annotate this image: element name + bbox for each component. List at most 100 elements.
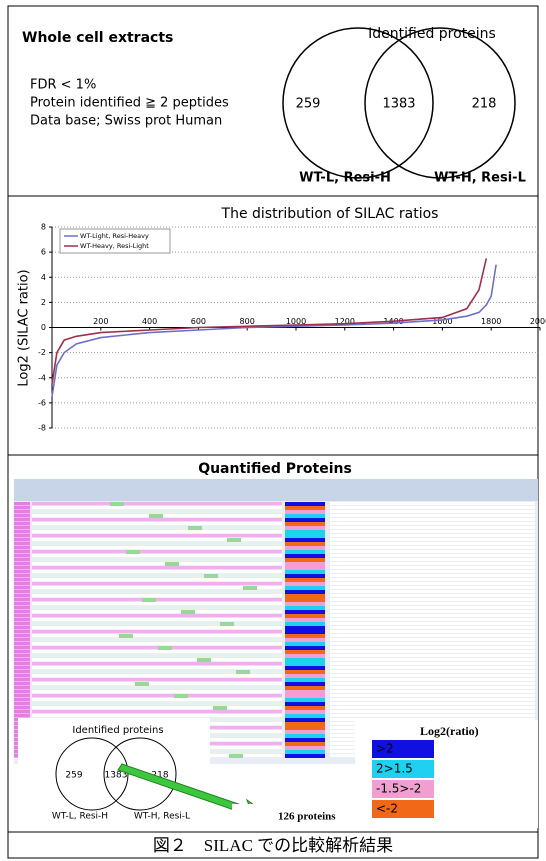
- line-chart: -8-6-4-202468200400600800100012001400160…: [38, 223, 546, 433]
- sheet-row: [14, 514, 30, 518]
- heat-cell: [285, 534, 325, 538]
- venn-count: 259: [65, 771, 82, 781]
- sheet-row: [32, 642, 282, 645]
- heat-cell: [285, 726, 325, 730]
- sheet-row: [32, 618, 282, 621]
- sheet-row: [32, 574, 282, 577]
- sheet-cell: [227, 538, 241, 542]
- sheet-row: [330, 638, 535, 641]
- chart-title: The distribution of SILAC ratios: [221, 206, 439, 222]
- sheet-row: [32, 682, 282, 685]
- sheet-row: [330, 602, 535, 605]
- y-tick-label: 8: [41, 223, 46, 232]
- sheet-row: [14, 686, 30, 690]
- heat-cell: [285, 538, 325, 542]
- legend-label: WT-Light, Resi-Heavy: [80, 232, 149, 240]
- sheet-row: [32, 502, 282, 505]
- x-tick-label: 2000: [530, 317, 546, 326]
- sheet-row: [32, 662, 282, 665]
- sheet-row: [32, 686, 282, 689]
- sheet-row: [330, 630, 535, 633]
- sheet-row: [330, 582, 535, 585]
- sheet-row: [330, 506, 535, 509]
- sheet-row: [32, 666, 282, 669]
- sheet-row: [32, 526, 282, 529]
- spreadsheet-title: Quantified Proteins: [198, 461, 352, 477]
- sheet-row: [32, 706, 282, 709]
- sheet-row: [32, 578, 282, 581]
- sheet-row: [330, 674, 535, 677]
- heat-cell: [285, 622, 325, 626]
- legend-label: <-2: [376, 802, 398, 816]
- venn-label: WT-H, Resi-L: [434, 171, 526, 186]
- sheet-row: [330, 706, 535, 709]
- sheet-row: [14, 570, 30, 574]
- sheet-row: [32, 650, 282, 653]
- sheet-row: [32, 510, 282, 513]
- sheet-row: [330, 686, 535, 689]
- sheet-cell: [142, 598, 156, 602]
- sheet-row: [14, 550, 30, 554]
- sheet-row: [32, 590, 282, 593]
- heat-cell: [285, 710, 325, 714]
- sheet-row: [330, 586, 535, 589]
- sheet-cell: [181, 610, 195, 614]
- sheet-row: [330, 546, 535, 549]
- sheet-row: [32, 570, 282, 573]
- sheet-row: [14, 678, 30, 682]
- sheet-row: [330, 558, 535, 561]
- sheet-row: [14, 586, 30, 590]
- y-tick-label: 0: [41, 323, 46, 332]
- sheet-row: [330, 538, 535, 541]
- sheet-cell: [119, 634, 133, 638]
- sheet-row: [14, 630, 30, 634]
- sheet-row: [32, 694, 282, 697]
- sheet-cell: [174, 694, 188, 698]
- sheet-row: [330, 578, 535, 581]
- sheet-cell: [204, 574, 218, 578]
- heat-cell: [285, 634, 325, 638]
- heat-cell: [285, 618, 325, 622]
- heat-cell: [285, 554, 325, 558]
- sheet-row: [14, 594, 30, 598]
- sheet-row: [14, 606, 30, 610]
- heat-cell: [285, 638, 325, 642]
- y-tick-label: -2: [38, 348, 46, 357]
- sheet-row: [330, 618, 535, 621]
- sheet-row: [14, 670, 30, 674]
- sheet-row: [330, 694, 535, 697]
- sheet-row: [32, 522, 282, 525]
- sheet-row: [32, 626, 282, 629]
- x-tick-label: 600: [191, 317, 206, 326]
- sheet-row: [32, 610, 282, 613]
- heat-cell: [285, 754, 325, 758]
- y-tick-label: 4: [41, 273, 46, 282]
- sheet-row: [14, 574, 30, 578]
- heat-cell: [285, 594, 325, 598]
- sheet-cell: [135, 682, 149, 686]
- heat-cell: [285, 750, 325, 754]
- heat-cell: [285, 666, 325, 670]
- sheet-row: [330, 662, 535, 665]
- legend-label: WT-Heavy, Resi-Light: [80, 242, 149, 250]
- sheet-row: [14, 710, 30, 714]
- y-tick-label: 2: [41, 298, 46, 307]
- sheet-row: [14, 566, 30, 570]
- sheet-row: [32, 566, 282, 569]
- sheet-row: [330, 614, 535, 617]
- heat-cell: [285, 570, 325, 574]
- heat-cell: [285, 694, 325, 698]
- sheet-row: [330, 626, 535, 629]
- heat-cell: [285, 670, 325, 674]
- sheet-row: [14, 506, 30, 510]
- sheet-row: [330, 594, 535, 597]
- sheet-cell: [220, 622, 234, 626]
- heat-cell: [285, 706, 325, 710]
- sheet-row: [330, 622, 535, 625]
- sheet-row: [14, 682, 30, 686]
- sheet-row: [32, 602, 282, 605]
- sheet-row: [14, 626, 30, 630]
- sheet-row: [32, 710, 282, 713]
- sheet-row: [14, 518, 30, 522]
- sheet-row: [14, 622, 30, 626]
